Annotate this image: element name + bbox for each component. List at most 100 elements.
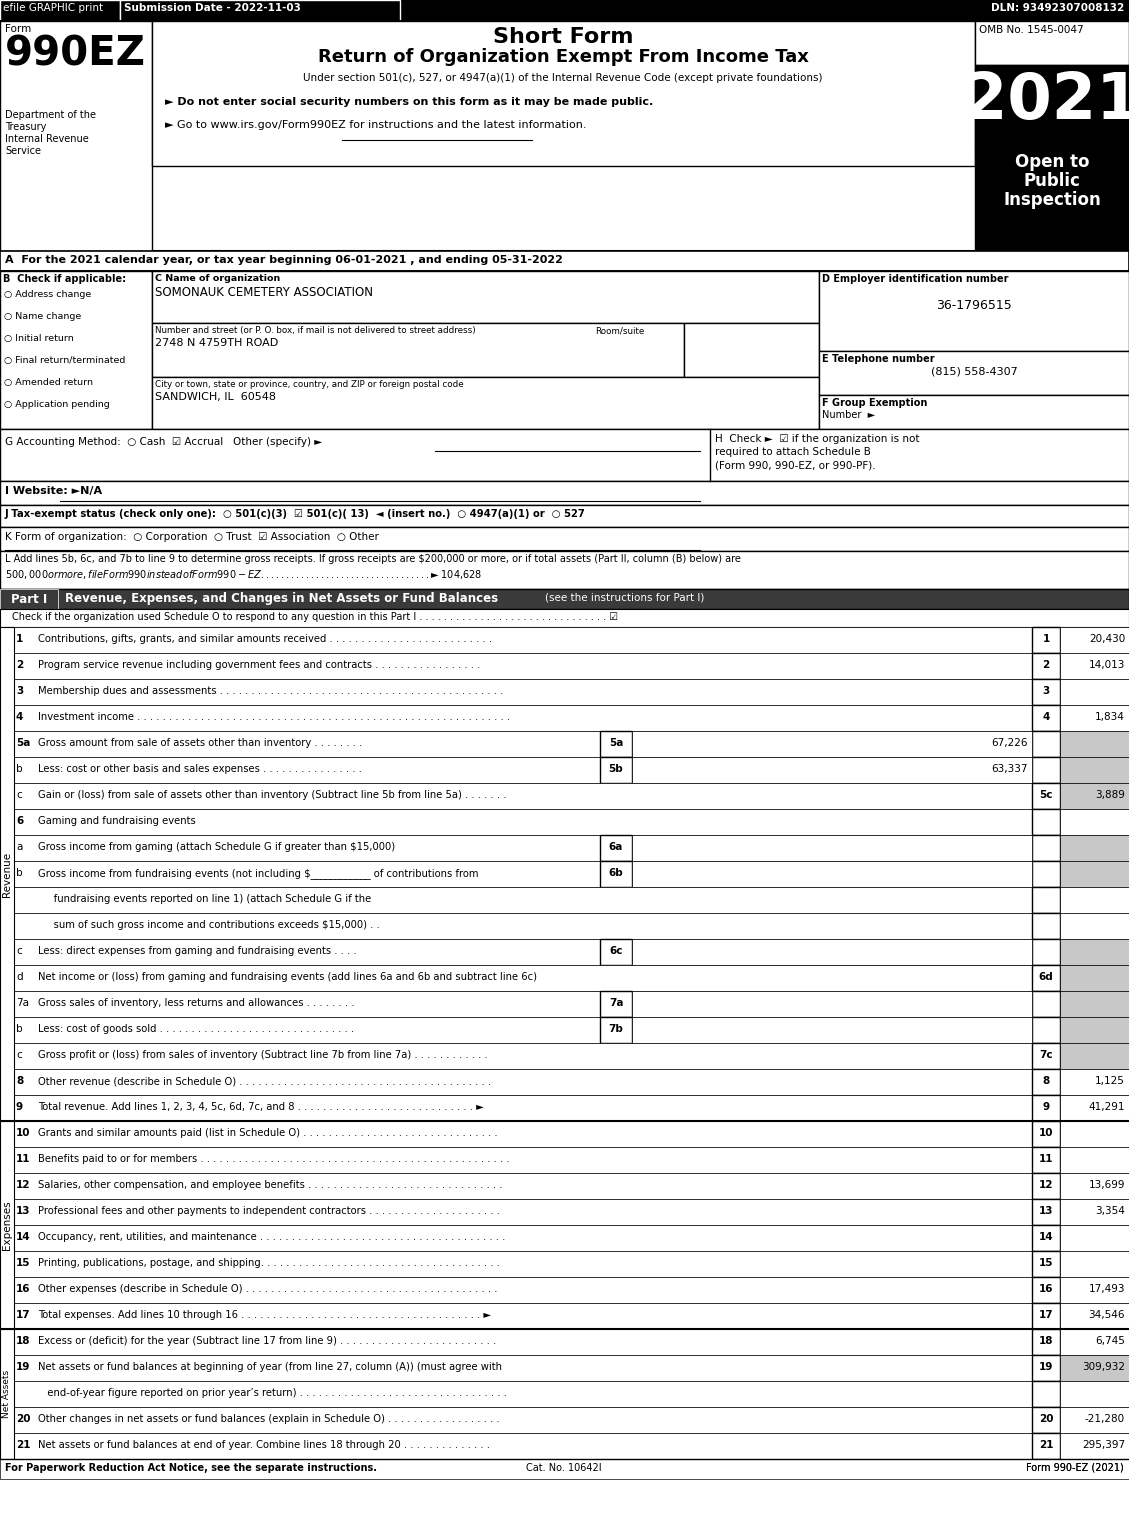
Bar: [0, 808, 1032, 836]
Bar: [0, 252, 1129, 271]
Bar: [1060, 653, 1129, 679]
Text: Internal Revenue: Internal Revenue: [5, 134, 89, 143]
Bar: [632, 1017, 1032, 1043]
Bar: [120, 0, 400, 21]
Bar: [1060, 1276, 1129, 1302]
Text: 18: 18: [1039, 1336, 1053, 1347]
Text: A  For the 2021 calendar year, or tax year beginning 06-01-2021 , and ending 05-: A For the 2021 calendar year, or tax yea…: [5, 255, 563, 265]
Text: 3: 3: [16, 686, 24, 695]
Bar: [1060, 1121, 1129, 1147]
Bar: [1032, 1095, 1060, 1121]
Text: 2748 N 4759TH ROAD: 2748 N 4759TH ROAD: [155, 339, 278, 348]
Text: Gaming and fundraising events: Gaming and fundraising events: [38, 816, 195, 827]
Text: c: c: [16, 946, 21, 956]
Bar: [1032, 939, 1060, 965]
Text: ○ Application pending: ○ Application pending: [5, 400, 110, 409]
Bar: [0, 1121, 1032, 1147]
Bar: [152, 377, 819, 429]
Text: 15: 15: [1039, 1258, 1053, 1267]
Bar: [1060, 1069, 1129, 1095]
Text: -21,280: -21,280: [1085, 1414, 1124, 1424]
Bar: [1032, 1408, 1060, 1434]
Bar: [599, 836, 632, 862]
Text: 16: 16: [16, 1284, 30, 1295]
Bar: [152, 323, 684, 377]
Bar: [1060, 965, 1129, 991]
Bar: [1032, 1147, 1060, 1173]
Text: Total expenses. Add lines 10 through 16 . . . . . . . . . . . . . . . . . . . . : Total expenses. Add lines 10 through 16 …: [38, 1310, 491, 1321]
Text: 20,430: 20,430: [1088, 634, 1124, 644]
Bar: [0, 271, 1129, 429]
Bar: [1060, 756, 1129, 782]
Text: (see the instructions for Part I): (see the instructions for Part I): [545, 592, 704, 602]
Bar: [632, 730, 1032, 756]
Bar: [1032, 1382, 1060, 1408]
Text: Total revenue. Add lines 1, 2, 3, 4, 5c, 6d, 7c, and 8 . . . . . . . . . . . . .: Total revenue. Add lines 1, 2, 3, 4, 5c,…: [38, 1103, 484, 1112]
Bar: [632, 756, 1032, 782]
Text: 20: 20: [1039, 1414, 1053, 1424]
Text: I Website: ►N/A: I Website: ►N/A: [5, 486, 102, 496]
Bar: [0, 1069, 1032, 1095]
Bar: [632, 991, 1032, 1017]
Text: b: b: [16, 764, 23, 775]
Text: Contributions, gifts, grants, and similar amounts received . . . . . . . . . . .: Contributions, gifts, grants, and simila…: [38, 634, 492, 644]
Text: 1,834: 1,834: [1095, 712, 1124, 721]
Text: 13: 13: [16, 1206, 30, 1215]
Text: 13: 13: [1039, 1206, 1053, 1215]
Text: Gross income from gaming (attach Schedule G if greater than $15,000): Gross income from gaming (attach Schedul…: [38, 842, 395, 852]
Text: OMB No. 1545-0047: OMB No. 1545-0047: [979, 24, 1084, 35]
Text: 309,932: 309,932: [1082, 1362, 1124, 1372]
Bar: [0, 1356, 1032, 1382]
Bar: [1060, 1225, 1129, 1250]
Text: Cat. No. 10642I: Cat. No. 10642I: [526, 1462, 602, 1473]
Bar: [819, 351, 1129, 395]
Text: 10: 10: [1039, 1128, 1053, 1138]
Bar: [0, 1225, 1032, 1250]
Bar: [599, 730, 632, 756]
Text: Form 990-EZ (2021): Form 990-EZ (2021): [1026, 1462, 1124, 1473]
Bar: [819, 271, 1129, 351]
Text: Return of Organization Exempt From Income Tax: Return of Organization Exempt From Incom…: [317, 47, 808, 66]
Text: 3,354: 3,354: [1095, 1206, 1124, 1215]
Text: Membership dues and assessments . . . . . . . . . . . . . . . . . . . . . . . . : Membership dues and assessments . . . . …: [38, 686, 504, 695]
Text: ► Do not enter social security numbers on this form as it may be made public.: ► Do not enter social security numbers o…: [165, 98, 654, 107]
Bar: [1060, 1302, 1129, 1328]
Text: Investment income . . . . . . . . . . . . . . . . . . . . . . . . . . . . . . . : Investment income . . . . . . . . . . . …: [38, 712, 510, 721]
Bar: [1060, 1017, 1129, 1043]
Bar: [1032, 679, 1060, 705]
Bar: [1060, 705, 1129, 730]
Bar: [1032, 1276, 1060, 1302]
Bar: [0, 627, 1032, 653]
Text: ○ Final return/terminated: ○ Final return/terminated: [5, 355, 125, 364]
Text: Treasury: Treasury: [5, 122, 46, 133]
Text: (Form 990, 990-EZ, or 990-PF).: (Form 990, 990-EZ, or 990-PF).: [715, 461, 876, 470]
Text: Other revenue (describe in Schedule O) . . . . . . . . . . . . . . . . . . . . .: Other revenue (describe in Schedule O) .…: [38, 1077, 491, 1086]
Bar: [0, 589, 1129, 608]
Bar: [0, 1250, 1032, 1276]
Bar: [0, 1017, 1032, 1043]
Bar: [0, 551, 1129, 589]
Bar: [1060, 730, 1129, 756]
Bar: [0, 965, 1032, 991]
Bar: [1032, 965, 1060, 991]
Text: C Name of organization: C Name of organization: [155, 274, 280, 284]
Bar: [1060, 782, 1129, 808]
Text: For Paperwork Reduction Act Notice, see the separate instructions.: For Paperwork Reduction Act Notice, see …: [5, 1462, 377, 1473]
Bar: [819, 395, 1129, 429]
Bar: [0, 1328, 14, 1459]
Bar: [1032, 1121, 1060, 1147]
Bar: [0, 1302, 1032, 1328]
Bar: [0, 1121, 14, 1328]
Text: Part I: Part I: [11, 593, 47, 605]
Text: 14,013: 14,013: [1088, 660, 1124, 669]
Text: b: b: [16, 868, 23, 878]
Bar: [0, 0, 1129, 21]
Bar: [0, 528, 1129, 551]
Text: 16: 16: [1039, 1284, 1053, 1295]
Text: F Group Exemption: F Group Exemption: [822, 398, 927, 409]
Bar: [0, 1199, 1032, 1225]
Text: $500,000 or more, file Form 990 instead of Form 990-EZ . . . . . . . . . . . . .: $500,000 or more, file Form 990 instead …: [5, 567, 482, 581]
Text: 4: 4: [1042, 712, 1050, 721]
Text: G Accounting Method:  ○ Cash  ☑ Accrual   Other (specify) ►: G Accounting Method: ○ Cash ☑ Accrual Ot…: [5, 438, 322, 447]
Text: SOMONAUK CEMETERY ASSOCIATION: SOMONAUK CEMETERY ASSOCIATION: [155, 287, 373, 299]
